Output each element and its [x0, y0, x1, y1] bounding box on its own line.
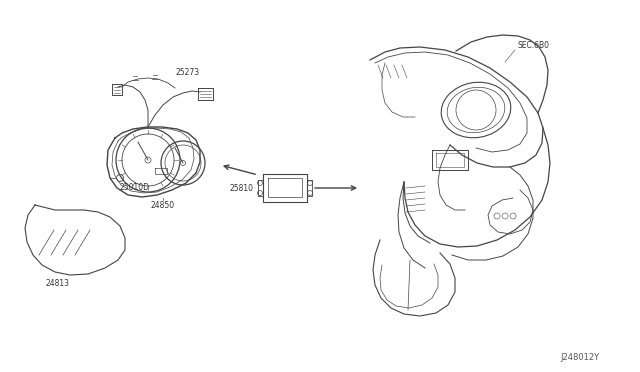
Text: SEC.6B0: SEC.6B0	[518, 41, 550, 49]
Text: 24813: 24813	[46, 279, 70, 289]
Text: 25273: 25273	[175, 67, 199, 77]
Text: J248012Y: J248012Y	[561, 353, 600, 362]
Text: 25810: 25810	[229, 183, 253, 192]
Text: 24850: 24850	[151, 201, 175, 209]
Text: 25010D: 25010D	[120, 183, 150, 192]
